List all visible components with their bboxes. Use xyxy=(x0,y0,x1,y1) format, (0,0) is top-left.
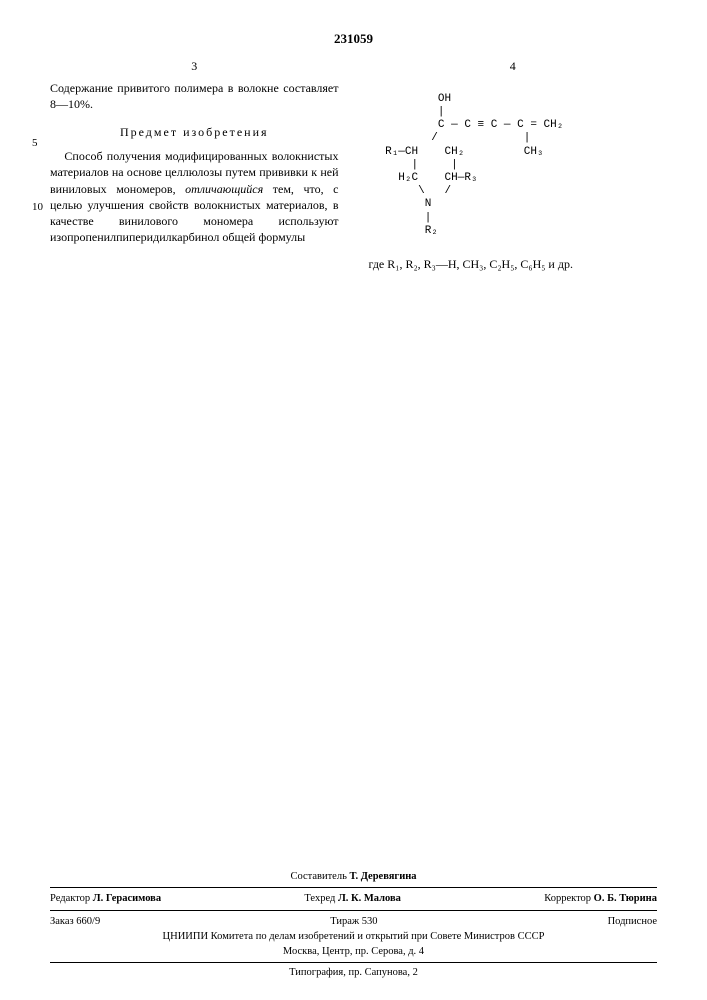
org-line-2: Москва, Центр, пр. Серова, д. 4 xyxy=(50,945,657,959)
formula-line-10: R₂ xyxy=(379,225,438,237)
techred-label: Техред xyxy=(304,893,335,904)
footer-rule-2 xyxy=(50,910,657,911)
formula-line-3: / | xyxy=(379,132,531,144)
tirazh: Тираж 530 xyxy=(330,915,377,929)
footer-rule-3 xyxy=(50,962,657,963)
document-number: 231059 xyxy=(50,30,657,48)
chemical-structure: OH | C — C ≡ C — C = CH₂ / | R₁—CH CH₂ C… xyxy=(379,80,658,238)
corrector-label: Корректор xyxy=(544,893,591,904)
line-number-5: 5 xyxy=(32,136,38,151)
formula-line-5: | | xyxy=(379,159,458,171)
section-heading: Предмет изобретения xyxy=(50,124,339,140)
podpisnoe: Подписное xyxy=(608,915,657,929)
right-column-number: 4 xyxy=(369,58,658,74)
print-info-row: Заказ 660/9 Тираж 530 Подписное xyxy=(50,914,657,930)
two-column-layout: 3 Содержание привитого полимера в волокн… xyxy=(50,58,657,273)
editor-name: Л. Герасимова xyxy=(93,893,161,904)
right-column: 4 OH | C — C ≡ C — C = CH₂ / | R₁—CH CH₂… xyxy=(369,58,658,273)
formula-line-0: OH xyxy=(379,93,452,105)
substituents-definition: где R₁, R₂, R₃—H, CH₃, C₂H₅, C₆H₅ и др. xyxy=(369,256,658,272)
left-paragraph-2: Способ получения модифицированных волокн… xyxy=(50,148,339,245)
corrector-cell: Корректор О. Б. Тюрина xyxy=(544,892,657,906)
compiler-label: Составитель xyxy=(290,871,346,882)
formula-line-6: H₂C CH—R₃ xyxy=(379,172,478,184)
page-root: 231059 3 Содержание привитого полимера в… xyxy=(0,0,707,1000)
techred-cell: Техред Л. К. Малова xyxy=(304,892,401,906)
editor-label: Редактор xyxy=(50,893,90,904)
left-paragraph-1: Содержание привитого полимера в волокне … xyxy=(50,80,339,112)
corrector-name: О. Б. Тюрина xyxy=(594,893,657,904)
formula-line-7: \ / xyxy=(379,185,452,197)
left-column: 3 Содержание привитого полимера в волокн… xyxy=(50,58,339,273)
compiler-line: Составитель Т. Деревягина xyxy=(50,870,657,884)
formula-line-8: N xyxy=(379,198,432,210)
editor-cell: Редактор Л. Герасимова xyxy=(50,892,161,906)
footer-rule-1 xyxy=(50,887,657,888)
order-number: Заказ 660/9 xyxy=(50,915,100,929)
credits-row: Редактор Л. Герасимова Техред Л. К. Мало… xyxy=(50,891,657,907)
para2-italic: отличающийся xyxy=(185,182,263,196)
compiler-name: Т. Деревягина xyxy=(350,871,417,882)
line-number-10: 10 xyxy=(32,200,43,215)
typography-line: Типография, пр. Сапунова, 2 xyxy=(50,966,657,980)
formula-line-9: | xyxy=(379,212,432,224)
formula-line-4: R₁—CH CH₂ CH₃ xyxy=(379,146,544,158)
org-line-1: ЦНИИПИ Комитета по делам изобретений и о… xyxy=(50,930,657,944)
imprint-footer: Составитель Т. Деревягина Редактор Л. Ге… xyxy=(50,870,657,980)
formula-line-1: | xyxy=(379,106,445,118)
techred-name: Л. К. Малова xyxy=(338,893,401,904)
formula-line-2: C — C ≡ C — C = CH₂ xyxy=(379,119,564,131)
left-column-number: 3 xyxy=(50,58,339,74)
